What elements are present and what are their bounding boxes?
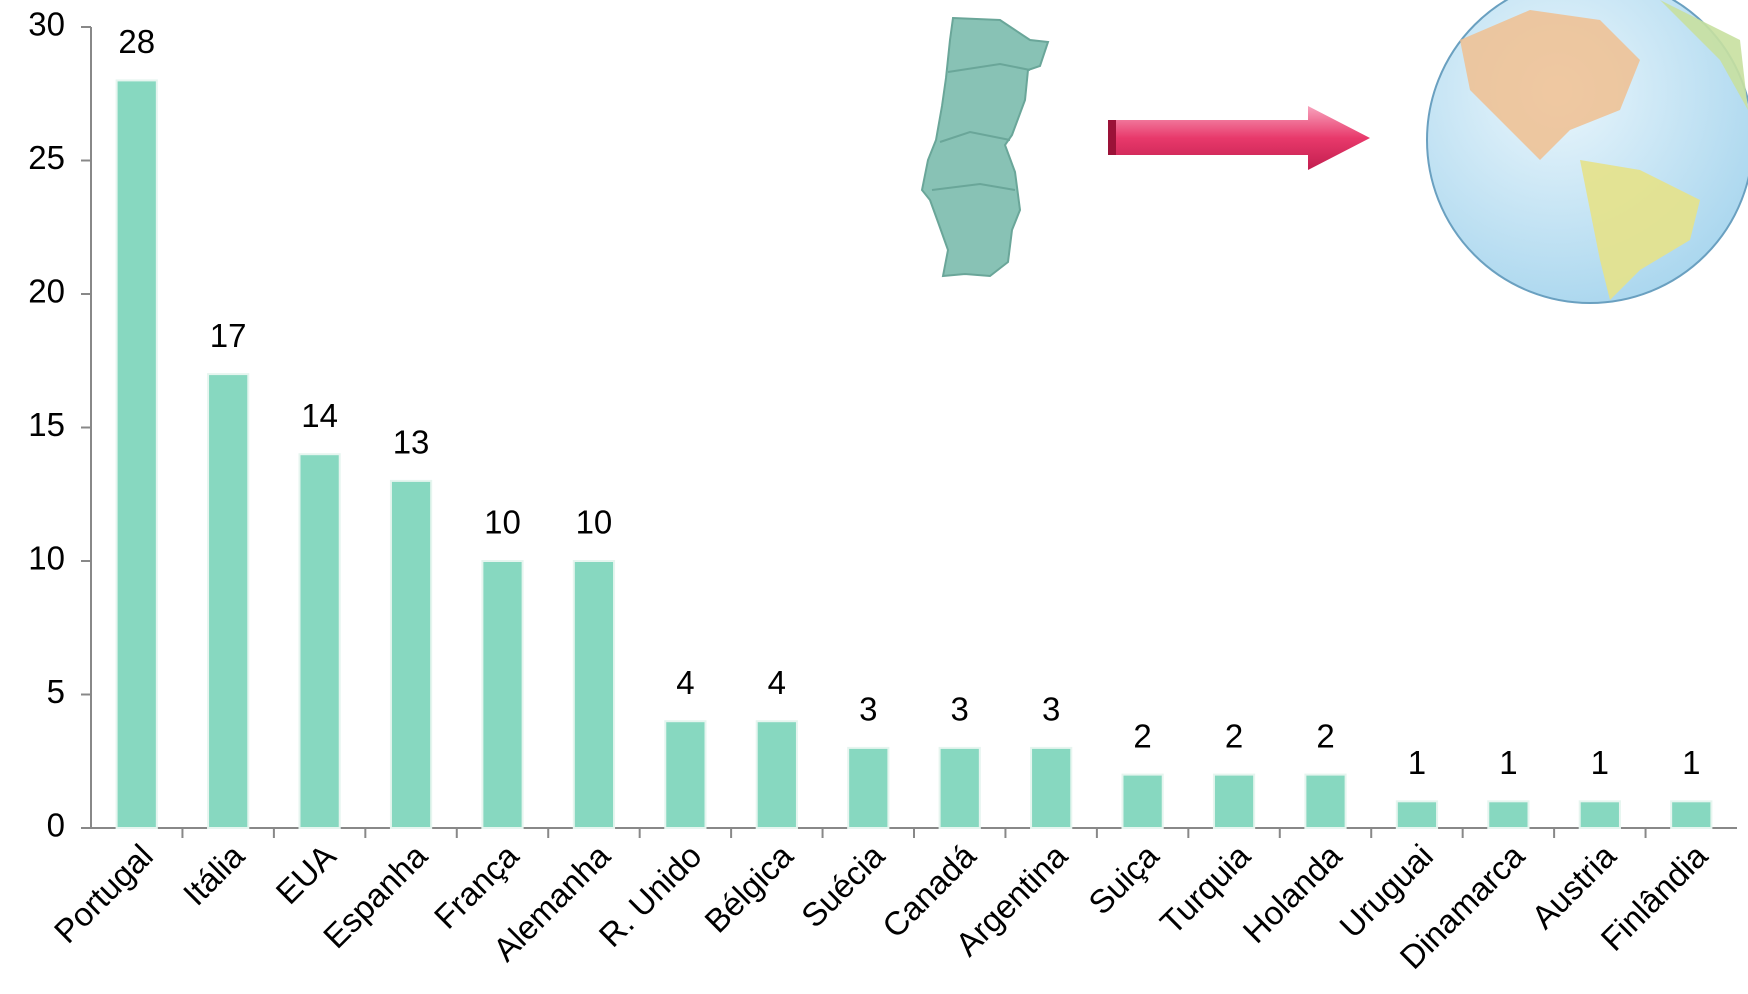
arrow: [1108, 106, 1370, 170]
x-tick-label: Holanda: [1236, 837, 1350, 951]
data-label: 17: [210, 317, 247, 354]
bar: [481, 560, 524, 829]
data-label: 1: [1499, 744, 1517, 781]
bar: [207, 373, 250, 829]
bar: [389, 479, 433, 829]
data-label: 4: [768, 664, 786, 701]
y-tick-label: 20: [28, 273, 65, 310]
x-tick-label: Itália: [176, 837, 252, 913]
y-tick-label: 10: [28, 540, 65, 577]
portugal-map: [920, 16, 1050, 278]
data-label: 2: [1225, 717, 1243, 754]
data-label: 3: [1042, 691, 1060, 728]
y-tick-label: 5: [47, 673, 65, 710]
x-tick-label: EUA: [269, 837, 343, 911]
bar: [1578, 800, 1621, 829]
data-label: 28: [118, 23, 155, 60]
bar: [1030, 746, 1073, 830]
bar: [1670, 800, 1713, 829]
bar: [1121, 773, 1164, 829]
bar: [664, 720, 707, 830]
data-label: 10: [484, 504, 521, 541]
bar: [1395, 800, 1439, 829]
data-label: 1: [1682, 744, 1700, 781]
data-label: 13: [393, 424, 430, 461]
bar: [1487, 800, 1530, 829]
y-tick-label: 0: [47, 807, 65, 844]
data-label: 2: [1133, 717, 1151, 754]
data-label: 2: [1316, 717, 1334, 754]
data-label: 3: [859, 691, 877, 728]
y-tick-label: 30: [28, 6, 65, 43]
bar: [1212, 773, 1256, 829]
globe: [1426, 0, 1748, 304]
y-tick-label: 15: [28, 406, 65, 443]
bar: [847, 746, 890, 830]
bar: [572, 560, 616, 829]
y-tick-label: 25: [28, 139, 65, 176]
data-label: 1: [1591, 744, 1609, 781]
x-tick-label: R. Unido: [592, 837, 709, 954]
data-label: 4: [676, 664, 694, 701]
data-label: 1: [1408, 744, 1426, 781]
bar: [115, 79, 158, 829]
bar: [755, 720, 798, 830]
x-tick-label: Bélgica: [697, 836, 800, 939]
data-label: 14: [301, 397, 338, 434]
bar: [938, 746, 981, 830]
x-tick-label: Portugal: [47, 837, 160, 950]
bar: [1304, 773, 1347, 829]
x-tick-label: Suiça: [1081, 837, 1166, 922]
bar: [298, 453, 341, 829]
data-label: 10: [576, 504, 613, 541]
data-label: 3: [951, 691, 969, 728]
